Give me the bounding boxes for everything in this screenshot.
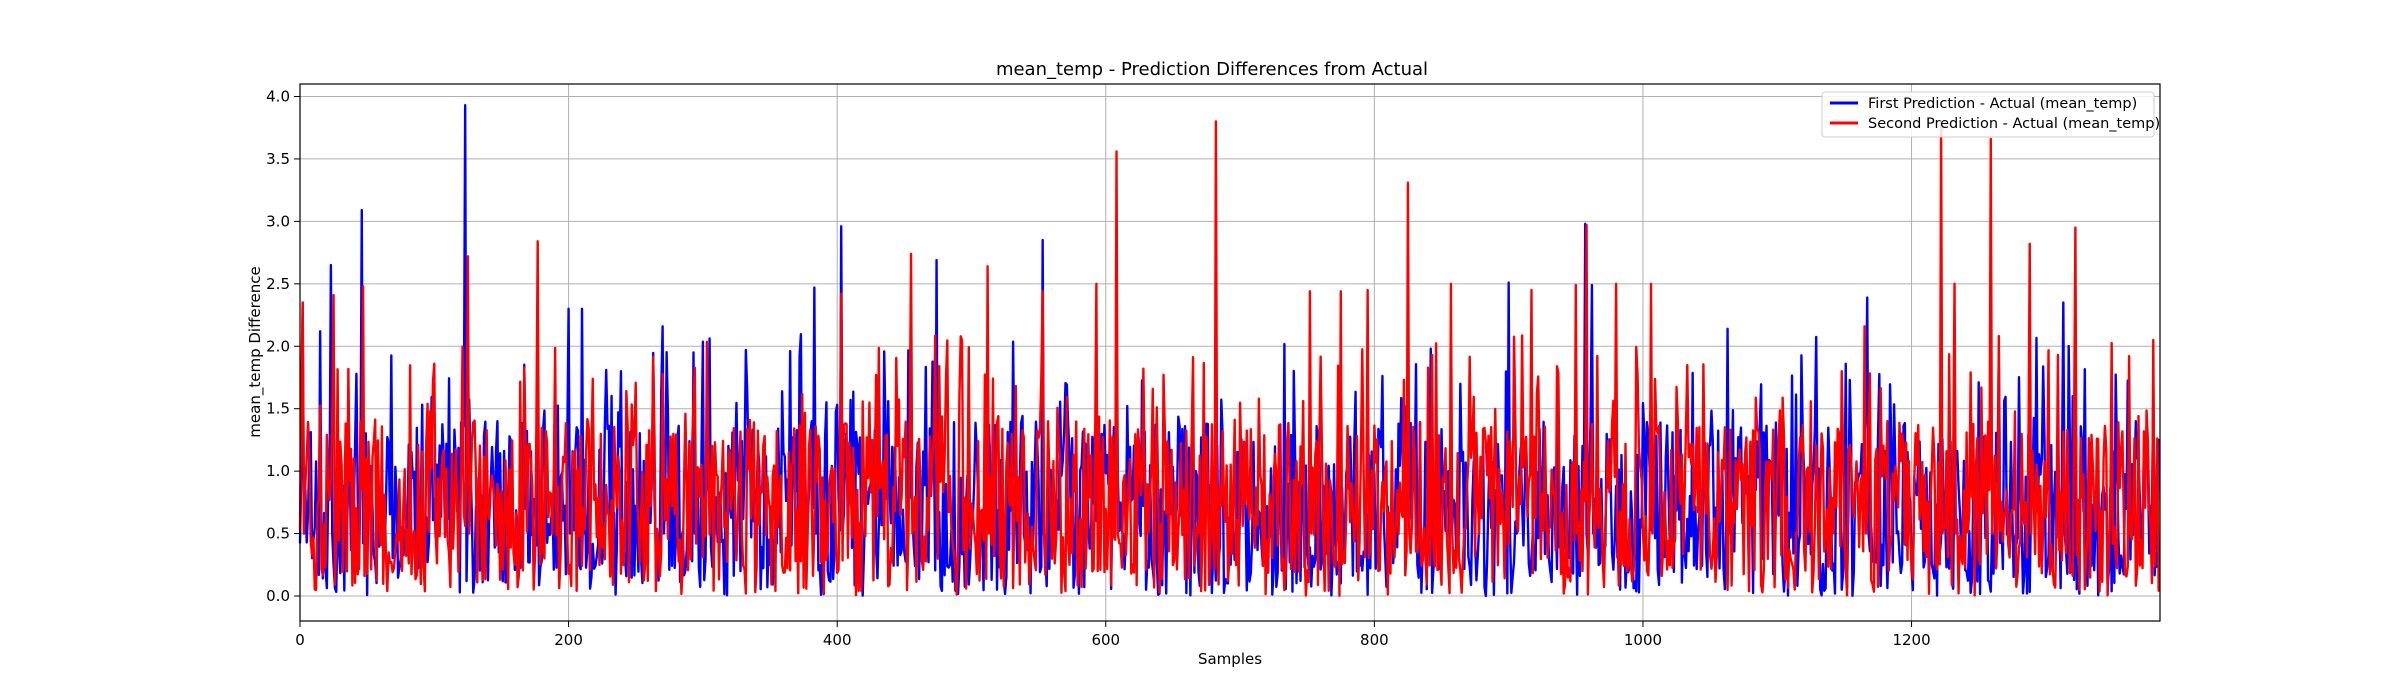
x-tick-label: 200: [554, 631, 583, 649]
x-tick-label: 1200: [1892, 631, 1930, 649]
y-axis-label: mean_temp Difference: [246, 266, 265, 437]
y-tick-label: 1.0: [266, 462, 290, 480]
y-tick-label: 2.5: [266, 275, 290, 293]
legend-box: [1821, 91, 2155, 138]
x-tick-label: 600: [1091, 631, 1120, 649]
legend: First Prediction - Actual (mean_temp) Se…: [1821, 91, 2160, 138]
series-line-second-prediction: [298, 120, 2160, 597]
y-tick-label: 4.0: [266, 87, 290, 105]
chart-title: mean_temp - Prediction Differences from …: [996, 59, 1428, 80]
y-tick-label: 2.0: [266, 337, 290, 355]
y-tick-label: 3.0: [266, 212, 290, 230]
legend-label-first-prediction: First Prediction - Actual (mean_temp): [1868, 96, 2137, 112]
legend-label-second-prediction: Second Prediction - Actual (mean_temp): [1868, 116, 2160, 132]
plot-frame: [299, 83, 2161, 622]
y-tick-label: 3.5: [266, 150, 290, 168]
y-axis: 0.0 0.5 1.0 1.5 2.0 2.5 3.0 3.5 4.0: [266, 87, 300, 605]
y-tick-label: 0.5: [266, 525, 290, 543]
x-tick-label: 800: [1360, 631, 1389, 649]
x-axis: 0 200 400 600 800 1000 1200: [295, 621, 1931, 649]
y-tick-label: 1.5: [266, 400, 290, 418]
x-axis-label: Samples: [1198, 650, 1262, 668]
x-tick-label: 0: [295, 631, 305, 649]
x-tick-label: 400: [823, 631, 852, 649]
y-tick-label: 0.0: [266, 587, 290, 605]
series-layer: [298, 104, 2160, 598]
x-tick-label: 1000: [1624, 631, 1662, 649]
